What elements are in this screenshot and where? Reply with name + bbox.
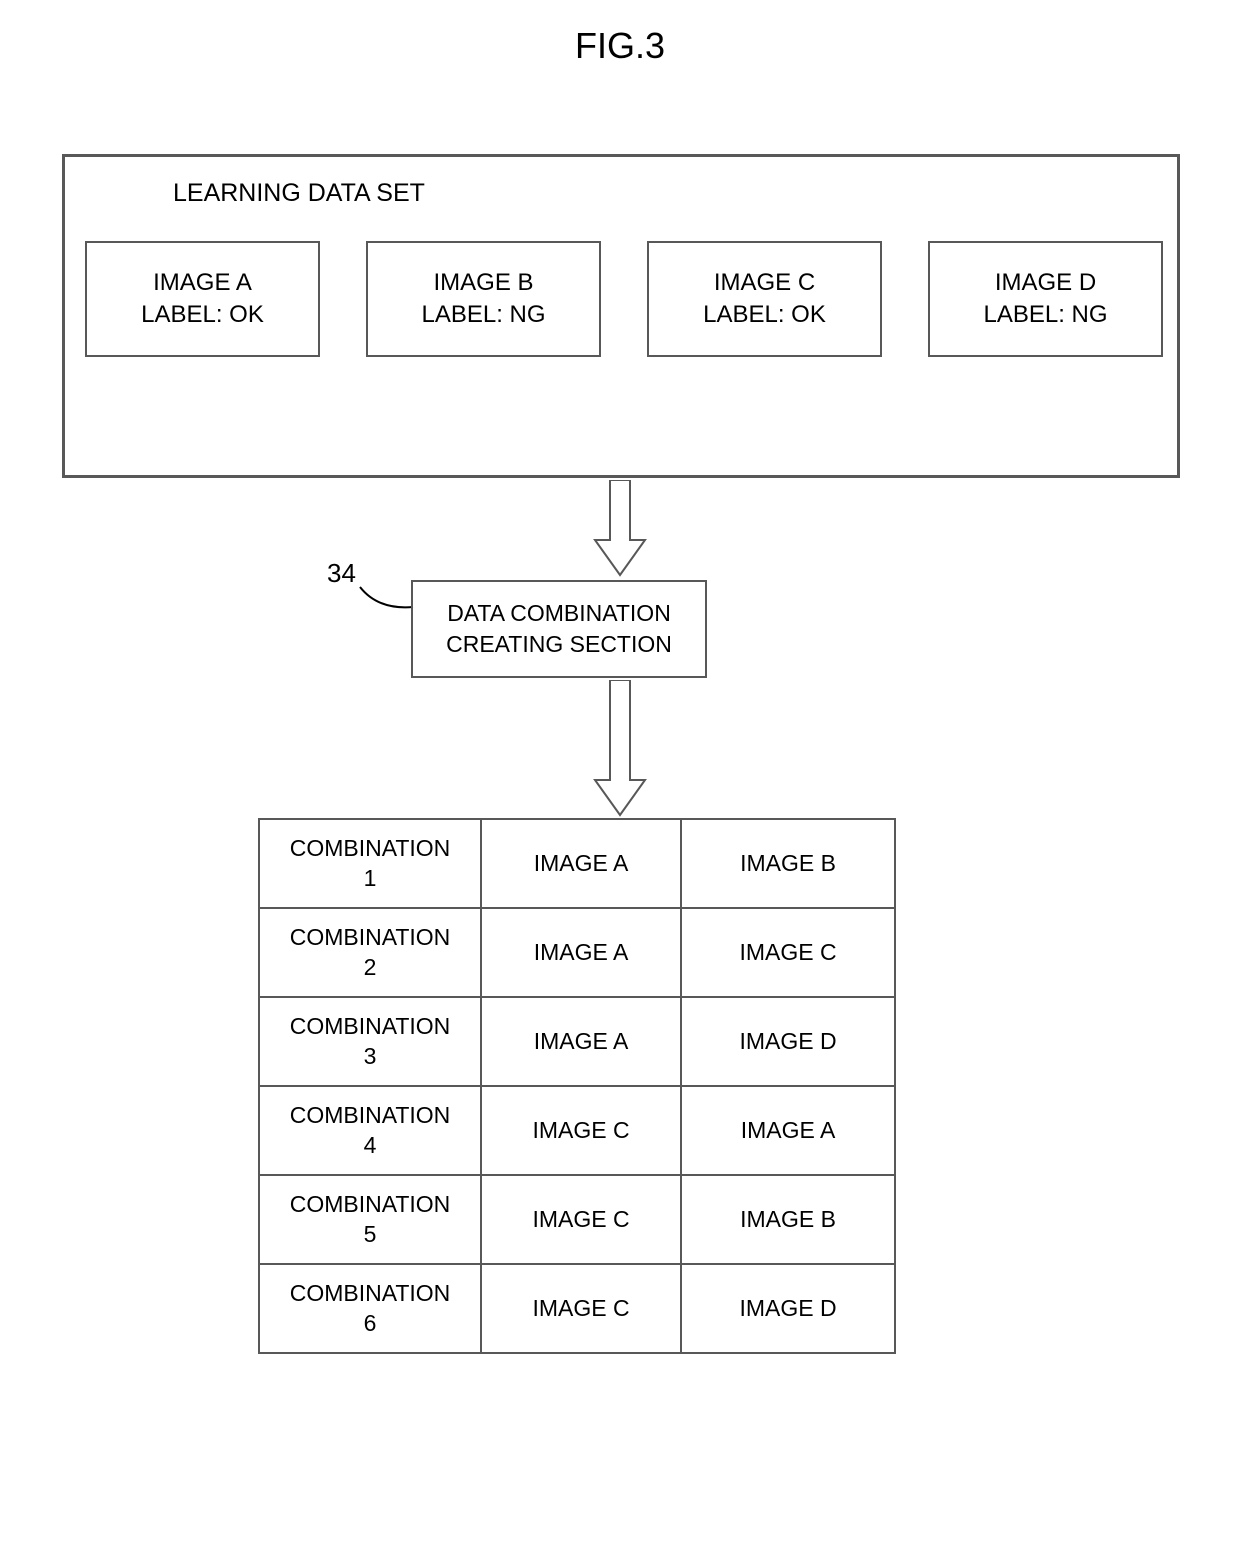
combo-img2-cell: IMAGE A: [681, 1086, 895, 1175]
combo-label-line2: 1: [260, 864, 480, 894]
image-label: LABEL: OK: [703, 299, 826, 331]
combo-img2-cell: IMAGE B: [681, 1175, 895, 1264]
combo-img1-cell: IMAGE A: [481, 819, 681, 908]
combinations-table: COMBINATION 1 IMAGE A IMAGE B COMBINATIO…: [258, 818, 896, 1354]
combo-label-line1: COMBINATION: [260, 1279, 480, 1309]
combo-img2-cell: IMAGE D: [681, 997, 895, 1086]
learning-dataset-box: LEARNING DATA SET IMAGE A LABEL: OK IMAG…: [62, 154, 1180, 478]
dataset-title: LEARNING DATA SET: [173, 179, 425, 208]
combo-img1-cell: IMAGE A: [481, 997, 681, 1086]
combo-label-cell: COMBINATION 4: [259, 1086, 481, 1175]
combo-img2-cell: IMAGE B: [681, 819, 895, 908]
table-row: COMBINATION 4 IMAGE C IMAGE A: [259, 1086, 895, 1175]
image-label: LABEL: NG: [421, 299, 545, 331]
combo-label-line2: 6: [260, 1309, 480, 1339]
combo-label-line1: COMBINATION: [260, 1101, 480, 1131]
image-name: IMAGE C: [714, 267, 815, 299]
image-label: LABEL: OK: [141, 299, 264, 331]
figure-title: FIG.3: [575, 25, 665, 67]
image-box-c: IMAGE C LABEL: OK: [647, 241, 882, 357]
combo-label-line1: COMBINATION: [260, 834, 480, 864]
combo-img1-cell: IMAGE C: [481, 1264, 681, 1353]
combo-label-cell: COMBINATION 6: [259, 1264, 481, 1353]
combo-img1-cell: IMAGE C: [481, 1175, 681, 1264]
combo-img2-cell: IMAGE D: [681, 1264, 895, 1353]
arrow-down-icon: [590, 480, 650, 580]
combo-img1-cell: IMAGE C: [481, 1086, 681, 1175]
combo-label-line2: 3: [260, 1042, 480, 1072]
combo-label-line1: COMBINATION: [260, 923, 480, 953]
combo-label-line2: 5: [260, 1220, 480, 1250]
process-line2: CREATING SECTION: [446, 629, 672, 660]
image-label: LABEL: NG: [983, 299, 1107, 331]
arrow-down-icon: [590, 680, 650, 820]
combo-label-cell: COMBINATION 2: [259, 908, 481, 997]
combo-label-cell: COMBINATION 1: [259, 819, 481, 908]
image-box-b: IMAGE B LABEL: NG: [366, 241, 601, 357]
process-line1: DATA COMBINATION: [447, 598, 671, 629]
table-row: COMBINATION 5 IMAGE C IMAGE B: [259, 1175, 895, 1264]
combo-label-line1: COMBINATION: [260, 1012, 480, 1042]
combo-label-line2: 4: [260, 1131, 480, 1161]
image-boxes-row: IMAGE A LABEL: OK IMAGE B LABEL: NG IMAG…: [85, 241, 1163, 357]
combo-label-line1: COMBINATION: [260, 1190, 480, 1220]
reference-leader-line: [358, 585, 418, 615]
table-row: COMBINATION 6 IMAGE C IMAGE D: [259, 1264, 895, 1353]
combo-label-line2: 2: [260, 953, 480, 983]
image-box-a: IMAGE A LABEL: OK: [85, 241, 320, 357]
data-combination-creating-section-box: DATA COMBINATION CREATING SECTION: [411, 580, 707, 678]
image-box-d: IMAGE D LABEL: NG: [928, 241, 1163, 357]
table-row: COMBINATION 2 IMAGE A IMAGE C: [259, 908, 895, 997]
reference-number: 34: [327, 558, 356, 589]
image-name: IMAGE A: [153, 267, 252, 299]
table-row: COMBINATION 1 IMAGE A IMAGE B: [259, 819, 895, 908]
combo-img2-cell: IMAGE C: [681, 908, 895, 997]
image-name: IMAGE D: [995, 267, 1096, 299]
combo-label-cell: COMBINATION 5: [259, 1175, 481, 1264]
table-row: COMBINATION 3 IMAGE A IMAGE D: [259, 997, 895, 1086]
combo-label-cell: COMBINATION 3: [259, 997, 481, 1086]
image-name: IMAGE B: [433, 267, 533, 299]
combo-img1-cell: IMAGE A: [481, 908, 681, 997]
